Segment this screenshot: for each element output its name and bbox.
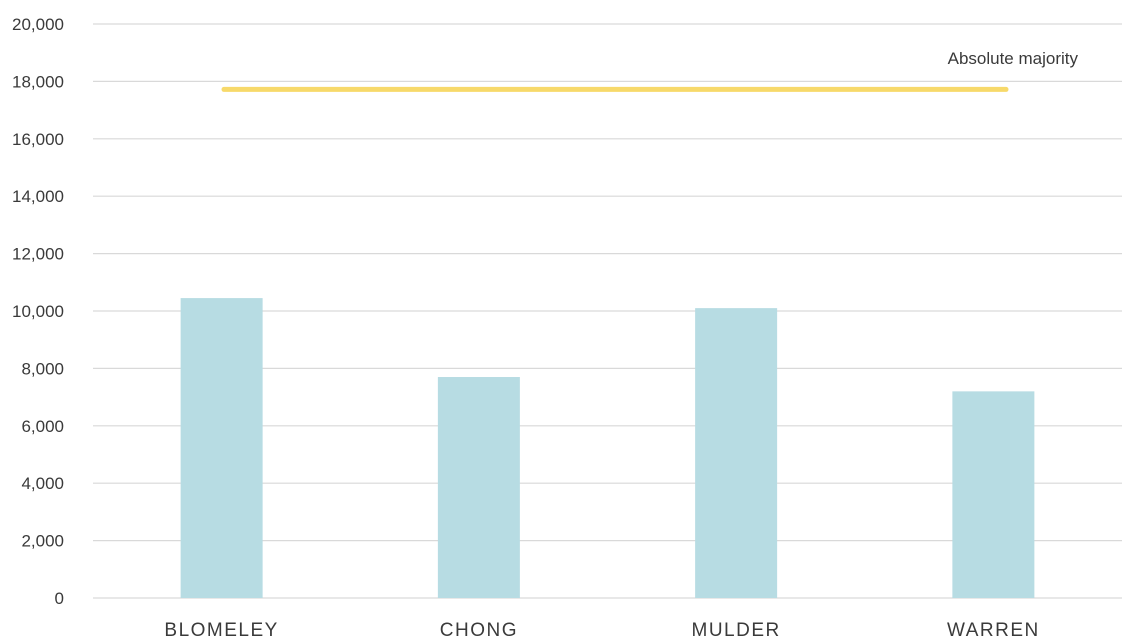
y-tick-label: 4,000 (21, 474, 64, 493)
x-category-label: BLOMELEY (164, 620, 278, 639)
y-tick-label: 16,000 (12, 130, 64, 149)
bars (180, 298, 1035, 598)
x-category-label: CHONG (440, 620, 518, 639)
y-tick-label: 10,000 (12, 302, 64, 321)
y-tick-label: 12,000 (12, 245, 64, 264)
y-tick-label: 20,000 (12, 15, 64, 34)
y-tick-label: 2,000 (21, 532, 64, 551)
x-category-label: WARREN (947, 620, 1040, 639)
bar (695, 308, 778, 598)
x-axis-categories: BLOMELEY CHONG MULDER WARREN (164, 620, 1040, 639)
y-tick-label: 18,000 (12, 72, 64, 91)
gridlines (93, 23, 1122, 599)
y-tick-label: 0 (55, 589, 64, 608)
y-axis-ticks: 0 2,000 4,000 6,000 8,000 10,000 12,000 14,000 1… (12, 15, 64, 608)
x-category-label: MULDER (692, 620, 781, 639)
y-tick-label: 8,000 (21, 359, 64, 378)
absolute-majority-label: Absolute majority (948, 49, 1079, 68)
y-tick-label: 14,000 (12, 187, 64, 206)
bar (180, 298, 263, 598)
y-tick-label: 6,000 (21, 417, 64, 436)
bar (437, 377, 520, 598)
bar (952, 391, 1035, 598)
